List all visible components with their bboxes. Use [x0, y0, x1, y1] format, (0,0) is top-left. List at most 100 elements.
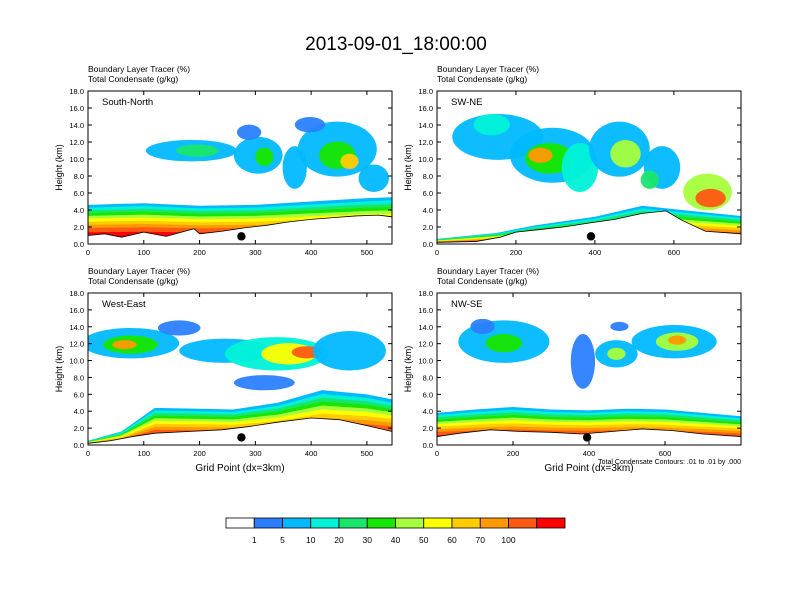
cloud-region: [640, 170, 659, 189]
plot-area: [437, 91, 741, 244]
y-tick-label: 10.0: [69, 155, 84, 164]
cloud-region: [473, 113, 510, 136]
plot-frame: [87, 292, 393, 446]
y-tick-label: 2.0: [423, 424, 433, 433]
plot-frame: [436, 90, 742, 245]
station-marker: [586, 232, 596, 241]
y-tick-label: 6.0: [423, 390, 433, 399]
y-tick-label: 4.0: [423, 407, 433, 416]
y-tick-label: 16.0: [69, 306, 84, 315]
colorbar-swatch: [310, 517, 340, 529]
colorbar-label: 60: [447, 535, 457, 545]
contour-note: Total Condensate Contours: .01 to .01 by…: [598, 459, 741, 466]
cloud-region: [236, 124, 262, 140]
x-tick-label: 600: [659, 449, 672, 458]
panel-label: NW-SE: [451, 299, 483, 310]
panel-title-condensate: Total Condensate (g/kg): [437, 74, 527, 84]
terrain-outline: [437, 210, 741, 243]
panel-title-tracer: Boundary Layer Tracer (%): [437, 266, 539, 276]
x-tick-label: 0: [435, 449, 439, 458]
colorbar-label: 100: [501, 535, 515, 545]
x-tick-label: 300: [249, 248, 262, 257]
y-tick-label: 12.0: [418, 138, 433, 147]
x-tick-label: 400: [589, 248, 602, 257]
y-tick-label: 6.0: [74, 189, 84, 198]
colorbar-swatch: [451, 517, 481, 529]
cloud-region: [176, 144, 219, 157]
cloud-region: [358, 164, 389, 192]
station-marker: [582, 433, 592, 442]
cloud-region: [607, 347, 626, 360]
y-tick-label: 8.0: [74, 172, 84, 181]
y-tick-label: 18.0: [418, 289, 433, 298]
x-axis-label: Grid Point (dx=3km): [544, 463, 633, 474]
x-tick-label: 0: [86, 449, 90, 458]
y-tick-label: 16.0: [69, 104, 84, 113]
plot-area: [88, 293, 392, 445]
terrain: [88, 417, 392, 445]
x-tick-label: 400: [305, 449, 318, 458]
colorbar-label: 5: [280, 535, 285, 545]
y-tick-label: 8.0: [423, 373, 433, 382]
panel-title-condensate: Total Condensate (g/kg): [437, 276, 527, 286]
cloud-region: [561, 143, 599, 192]
colorbar-label: 40: [391, 535, 401, 545]
panel-south-north: 0.0 2.0 4.0 6.0 8.0 10.0 12.0 14.0 16.0 18.0 0 100 2…: [54, 64, 393, 257]
x-tick-label: 400: [305, 248, 318, 257]
y-axis-label: Height (km): [403, 346, 413, 393]
cloud-region: [233, 375, 295, 391]
panel-label: South-North: [102, 97, 153, 108]
colorbar-swatch: [423, 517, 453, 529]
y-tick-label: 10.0: [69, 357, 84, 366]
colorbar-label: 30: [363, 535, 373, 545]
x-tick-label: 300: [249, 449, 262, 458]
colorbar-swatch: [338, 517, 368, 529]
cloud-region: [695, 188, 726, 208]
x-tick-label: 500: [361, 248, 374, 257]
y-tick-label: 8.0: [423, 172, 433, 181]
y-tick-label: 14.0: [418, 121, 433, 130]
y-tick-label: 4.0: [74, 407, 84, 416]
y-tick-label: 0.0: [74, 240, 84, 249]
panel-title-condensate: Total Condensate (g/kg): [88, 276, 178, 286]
x-tick-label: 100: [138, 449, 151, 458]
cloud-region: [157, 320, 201, 336]
cloud-region: [112, 340, 137, 350]
plot-frame: [87, 90, 393, 245]
cloud-region: [340, 153, 359, 170]
cloud-region: [312, 331, 386, 371]
y-tick-label: 12.0: [69, 340, 84, 349]
plot-area: [88, 91, 392, 244]
y-axis-label: Height (km): [54, 346, 64, 393]
cloud-region: [255, 147, 274, 166]
terrain: [88, 215, 392, 244]
y-tick-label: 14.0: [418, 323, 433, 332]
x-tick-label: 0: [86, 248, 90, 257]
colorbar-swatch: [479, 517, 509, 529]
x-tick-label: 0: [435, 248, 439, 257]
y-tick-label: 0.0: [74, 441, 84, 450]
x-tick-label: 400: [583, 449, 596, 458]
colorbar-swatch: [253, 517, 283, 529]
y-tick-label: 18.0: [418, 87, 433, 96]
panels: 0.0 2.0 4.0 6.0 8.0 10.0 12.0 14.0 16.0 18.0 0 100 2…: [54, 64, 742, 474]
colorbar-swatch: [366, 517, 396, 529]
y-axis-label: Height (km): [54, 144, 64, 191]
y-tick-label: 6.0: [74, 390, 84, 399]
cloud-region: [610, 139, 641, 168]
x-tick-label: 200: [507, 449, 520, 458]
y-tick-label: 8.0: [74, 373, 84, 382]
colorbar-swatch: [508, 517, 538, 529]
panel-nw-se: 0.0 2.0 4.0 6.0 8.0 10.0 12.0 14.0 16.0 18.0 0 200 4…: [403, 266, 742, 474]
terrain-outline: [88, 214, 392, 238]
panel-sw-ne: 0.0 2.0 4.0 6.0 8.0 10.0 12.0 14.0 16.0 18.0 0 200 4…: [403, 64, 742, 257]
y-tick-label: 18.0: [69, 289, 84, 298]
plot-area: [437, 293, 741, 445]
colorbar-label: 1: [252, 535, 257, 545]
y-tick-label: 2.0: [74, 223, 84, 232]
panel-title-condensate: Total Condensate (g/kg): [88, 74, 178, 84]
station-marker: [237, 232, 246, 241]
y-tick-label: 2.0: [74, 424, 84, 433]
y-tick-label: 14.0: [69, 323, 84, 332]
panel-title-tracer: Boundary Layer Tracer (%): [88, 266, 190, 276]
